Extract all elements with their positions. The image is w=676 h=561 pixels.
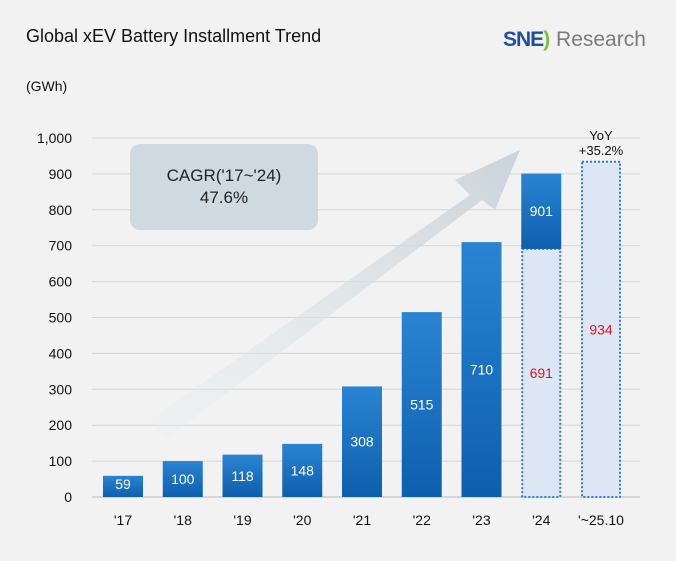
- sne-research-logo: SNE) Research: [503, 28, 646, 51]
- cagr-label: CAGR('17~'24): [167, 166, 282, 185]
- bar-label: 308: [350, 434, 374, 450]
- bar: [103, 475, 143, 497]
- bar-label: 118: [231, 468, 254, 484]
- bar: [282, 443, 323, 497]
- y-tick-label: 600: [49, 274, 73, 290]
- chart-title: Global xEV Battery Installment Trend: [26, 26, 322, 46]
- bar-label: 515: [410, 397, 434, 413]
- y-tick-label: 700: [49, 238, 73, 254]
- y-tick-label: 100: [49, 453, 73, 469]
- cagr-value: 47.6%: [200, 188, 248, 207]
- partial-bar: [581, 160, 621, 498]
- bar: [162, 461, 203, 497]
- bar: [222, 454, 263, 497]
- x-tick-label: '17: [114, 512, 132, 528]
- y-tick-label: 0: [64, 489, 72, 505]
- x-tick-label: '23: [472, 512, 490, 528]
- y-tick-label: 1,000: [37, 130, 72, 146]
- partial-bar: [521, 247, 562, 498]
- bar: [401, 312, 442, 497]
- x-tick-label: '18: [174, 512, 192, 528]
- cagr-box: [130, 144, 318, 230]
- y-tick-label: 200: [49, 417, 73, 433]
- x-tick-label: '21: [353, 512, 371, 528]
- y-axis-unit: (GWh): [26, 78, 68, 94]
- bar-label: 901: [530, 203, 554, 219]
- x-tick-label: '~25.10: [578, 512, 624, 528]
- x-tick-label: '24: [532, 512, 550, 528]
- partial-bar-label: 934: [589, 321, 613, 337]
- bar: [342, 386, 382, 497]
- bar-label: 148: [291, 462, 315, 478]
- x-tick-label: '22: [413, 512, 431, 528]
- y-tick-label: 900: [49, 166, 73, 182]
- partial-bar-label: 691: [530, 365, 554, 381]
- yoy-value: +35.2%: [579, 143, 624, 158]
- bar-label: 59: [115, 476, 131, 492]
- x-tick-label: '19: [233, 512, 251, 528]
- y-tick-label: 500: [49, 310, 73, 326]
- growth-arrow: [150, 150, 520, 440]
- y-tick-label: 800: [49, 202, 73, 218]
- y-tick-label: 300: [49, 381, 73, 397]
- bar-label: 710: [470, 362, 494, 378]
- yoy-label: YoY: [589, 128, 613, 143]
- x-tick-label: '20: [293, 512, 311, 528]
- bar: [521, 173, 562, 249]
- bar: [461, 242, 502, 497]
- bar-label: 100: [171, 471, 195, 487]
- y-tick-label: 400: [49, 345, 73, 361]
